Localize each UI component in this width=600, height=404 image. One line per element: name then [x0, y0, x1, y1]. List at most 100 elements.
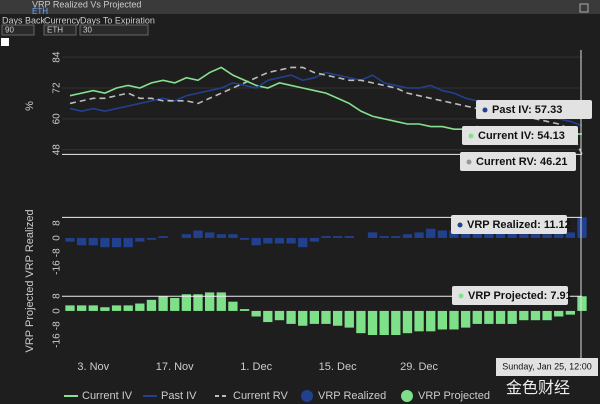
bar [239, 237, 250, 240]
bar [204, 232, 215, 238]
bar [146, 299, 157, 311]
bar [181, 234, 192, 238]
toggle-button[interactable] [1, 38, 9, 46]
bar [507, 310, 517, 324]
bar [263, 310, 273, 323]
tooltip-dot [482, 107, 488, 113]
y-tick-label: -16 [52, 333, 63, 348]
bar [309, 237, 320, 242]
bar [519, 310, 529, 321]
tooltip-text: Current IV: 54.13 [478, 130, 565, 142]
control-input[interactable] [43, 24, 77, 36]
bar [123, 237, 133, 248]
y-axis-title: % [24, 101, 36, 111]
bar [298, 310, 308, 326]
x-tick-label: 3. Nov [77, 361, 109, 373]
bar [309, 310, 320, 324]
bar [111, 305, 122, 311]
bar [204, 292, 215, 311]
bar [495, 230, 506, 238]
bar [228, 234, 238, 238]
y-axis-title: VRP Projected [24, 281, 36, 353]
control-input[interactable] [1, 24, 35, 36]
legend-label[interactable]: Current RV [233, 390, 288, 402]
bar [542, 310, 552, 321]
close-button[interactable] [579, 3, 589, 13]
legend-label[interactable]: VRP Projected [418, 390, 490, 402]
bar [356, 310, 366, 334]
control-value: 90 [5, 26, 14, 35]
x-tick-label: 17. Nov [156, 361, 194, 373]
y-tick-label: 0 [52, 308, 63, 314]
legend-dot [401, 390, 413, 402]
bar [449, 310, 459, 330]
bar [402, 234, 413, 238]
bar [158, 296, 168, 311]
y-tick-label: -8 [52, 248, 63, 257]
bar [402, 310, 413, 334]
tooltip-box [451, 215, 567, 234]
bar [367, 232, 378, 238]
tooltip-box [452, 286, 568, 305]
bar [88, 305, 98, 311]
y-tick-label: 8 [52, 220, 63, 226]
bar [449, 230, 459, 238]
x-tick-label: 29. Dec [400, 361, 438, 373]
tooltip-dot [468, 133, 474, 139]
y-tick-label: 0 [52, 235, 63, 241]
bar [193, 230, 203, 238]
bar [146, 237, 157, 240]
legend-dot [301, 390, 313, 402]
bar [460, 232, 471, 238]
bar [484, 310, 494, 324]
y-tick-label: 48 [52, 144, 63, 156]
bar [379, 310, 389, 336]
bar [414, 310, 424, 332]
bar [565, 310, 576, 315]
bar [298, 237, 308, 248]
bar [530, 310, 541, 321]
bar [135, 237, 145, 242]
y-axis-title: VRP Realized [24, 209, 36, 277]
bar [472, 310, 482, 324]
bar [367, 310, 378, 336]
tooltip-box [462, 126, 578, 145]
bar [228, 301, 238, 311]
bar [321, 236, 331, 238]
bar [274, 237, 285, 244]
bar [577, 296, 587, 311]
bar [379, 236, 389, 238]
control-label: Days To Expiration [80, 15, 155, 25]
bar [554, 310, 564, 317]
legend-label[interactable]: VRP Realized [318, 390, 386, 402]
y-tick-label: 60 [52, 113, 63, 125]
bar [321, 310, 331, 324]
control-input[interactable] [79, 24, 149, 36]
bar [65, 237, 75, 242]
tooltip-box [476, 100, 592, 119]
bar [251, 237, 261, 246]
bar [158, 236, 168, 238]
bar [65, 305, 75, 311]
bar [472, 232, 482, 238]
tooltip-dot [466, 159, 472, 165]
control-value: ETH [47, 26, 63, 35]
watermark: 金色财经 [506, 379, 570, 397]
crosshair-label: Sunday, Jan 25, 12:00 [502, 361, 591, 371]
bar [263, 237, 273, 244]
control-value: 30 [83, 26, 92, 35]
bar [530, 234, 541, 238]
legend-label[interactable]: Past IV [161, 390, 197, 402]
tooltip-box [460, 152, 576, 171]
legend-label[interactable]: Current IV [82, 390, 133, 402]
y-tick-label: -16 [52, 260, 63, 275]
bar [414, 232, 424, 238]
bar [100, 237, 110, 248]
control-label: Days Back [2, 15, 46, 25]
bar [286, 237, 296, 244]
x-tick-label: 15. Dec [319, 361, 357, 373]
title: VRP Realized Vs Projected [32, 0, 141, 9]
